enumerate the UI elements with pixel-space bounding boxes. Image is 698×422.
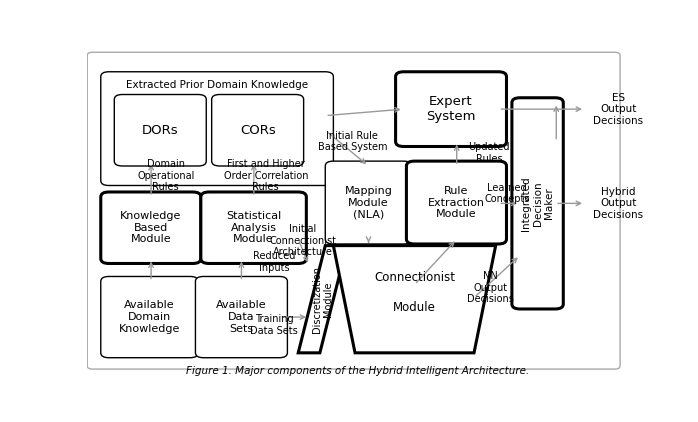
Text: CORs: CORs xyxy=(240,124,276,137)
FancyBboxPatch shape xyxy=(114,95,207,166)
FancyBboxPatch shape xyxy=(87,52,620,369)
Text: Extracted Prior Domain Knowledge: Extracted Prior Domain Knowledge xyxy=(126,80,308,90)
FancyBboxPatch shape xyxy=(396,72,507,146)
Text: Hybrid
Output
Decisions: Hybrid Output Decisions xyxy=(593,187,643,220)
FancyBboxPatch shape xyxy=(325,161,412,244)
Text: Domain
Operational
Rules: Domain Operational Rules xyxy=(137,159,194,192)
FancyBboxPatch shape xyxy=(101,276,198,358)
Text: Rule
Extraction
Module: Rule Extraction Module xyxy=(428,186,485,219)
Text: First and Higher
Order Correlation
Rules: First and Higher Order Correlation Rules xyxy=(223,159,308,192)
Text: Integrated
Decision
Maker: Integrated Decision Maker xyxy=(521,176,554,231)
Polygon shape xyxy=(334,246,496,353)
FancyBboxPatch shape xyxy=(101,192,201,263)
Text: Discretization
Module: Discretization Module xyxy=(312,266,334,333)
FancyBboxPatch shape xyxy=(211,95,304,166)
Text: DORs: DORs xyxy=(142,124,179,137)
Text: ES
Output
Decisions: ES Output Decisions xyxy=(593,92,643,126)
Text: Statistical
Analysis
Module: Statistical Analysis Module xyxy=(226,211,281,244)
FancyBboxPatch shape xyxy=(101,72,334,186)
Text: Reduced
Inputs: Reduced Inputs xyxy=(253,251,295,273)
Text: Available
Domain
Knowledge: Available Domain Knowledge xyxy=(119,300,180,334)
Text: Updated
Rules: Updated Rules xyxy=(468,142,510,164)
FancyBboxPatch shape xyxy=(195,276,288,358)
FancyBboxPatch shape xyxy=(512,98,563,309)
Text: NN
Output
Decisions: NN Output Decisions xyxy=(467,271,514,304)
Text: Available
Data
Sets: Available Data Sets xyxy=(216,300,267,334)
Polygon shape xyxy=(298,246,347,353)
Text: Initial
Connectionist
Architecture: Initial Connectionist Architecture xyxy=(269,224,336,257)
Text: Mapping
Module
(NLA): Mapping Module (NLA) xyxy=(345,186,392,219)
Text: Training
Data Sets: Training Data Sets xyxy=(251,314,298,336)
Text: Learned
Concepts: Learned Concepts xyxy=(484,183,530,204)
Text: Connectionist

Module: Connectionist Module xyxy=(374,271,455,314)
FancyBboxPatch shape xyxy=(201,192,306,263)
Text: Initial Rule
Based System: Initial Rule Based System xyxy=(318,131,387,152)
FancyBboxPatch shape xyxy=(406,161,507,244)
Text: Figure 1. Major components of the Hybrid Intelligent Architecture.: Figure 1. Major components of the Hybrid… xyxy=(186,366,529,376)
Text: Expert
System: Expert System xyxy=(426,95,476,123)
Text: Knowledge
Based
Module: Knowledge Based Module xyxy=(120,211,181,244)
